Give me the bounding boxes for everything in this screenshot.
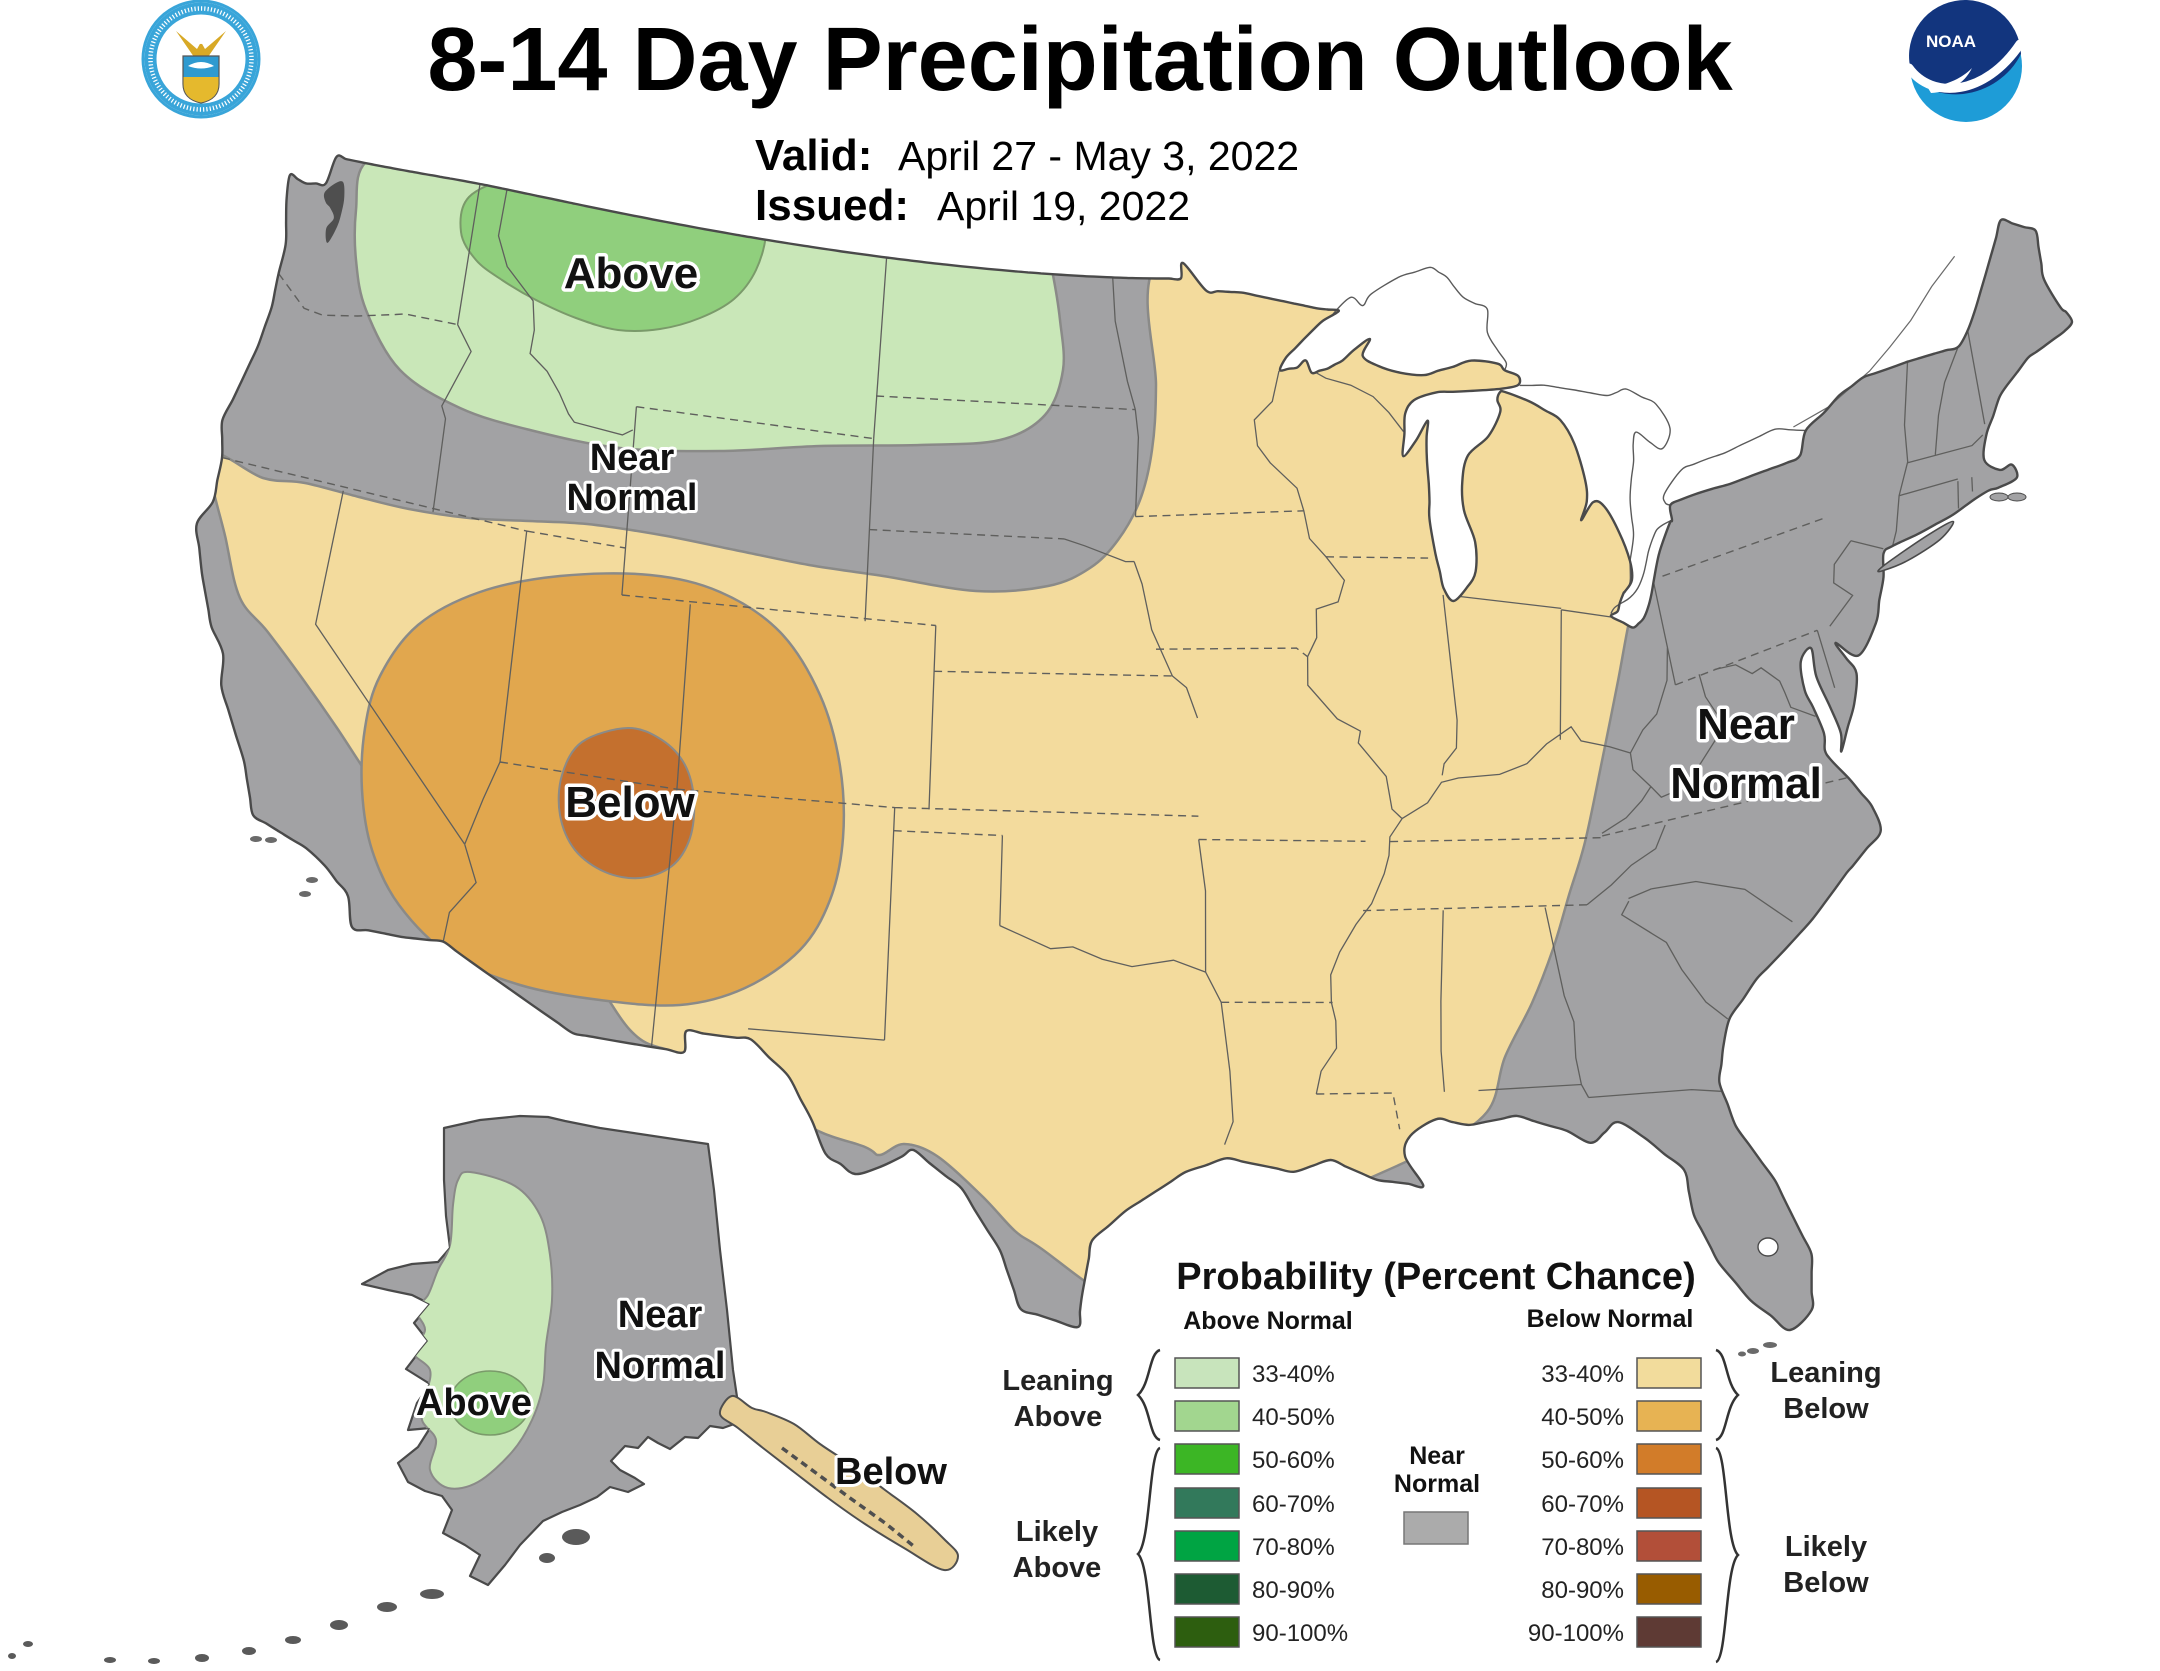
- svg-text:70-80%: 70-80%: [1252, 1534, 1335, 1561]
- svg-text:Below: Below: [835, 1451, 947, 1493]
- svg-text:Above: Above: [416, 1382, 532, 1424]
- svg-text:50-60%: 50-60%: [1252, 1447, 1335, 1474]
- svg-text:Below: Below: [1783, 1567, 1869, 1599]
- svg-text:April 27 - May 3, 2022: April 27 - May 3, 2022: [898, 133, 1299, 179]
- svg-text:90-100%: 90-100%: [1528, 1620, 1624, 1647]
- svg-text:Below: Below: [565, 778, 695, 827]
- svg-text:40-50%: 40-50%: [1252, 1404, 1335, 1431]
- svg-text:Above: Above: [564, 249, 698, 298]
- svg-text:80-90%: 80-90%: [1541, 1577, 1624, 1604]
- svg-text:60-70%: 60-70%: [1541, 1491, 1624, 1518]
- svg-text:33-40%: 33-40%: [1252, 1361, 1335, 1388]
- svg-text:Issued:: Issued:: [755, 181, 909, 230]
- svg-text:90-100%: 90-100%: [1252, 1620, 1348, 1647]
- svg-text:Valid:: Valid:: [755, 131, 872, 180]
- svg-text:NOAA: NOAA: [1926, 32, 1976, 51]
- svg-text:50-60%: 50-60%: [1541, 1447, 1624, 1474]
- svg-text:Above: Above: [1013, 1552, 1102, 1584]
- svg-text:Leaning: Leaning: [1002, 1365, 1113, 1397]
- svg-text:Normal: Normal: [1394, 1470, 1480, 1498]
- svg-text:Below: Below: [1783, 1393, 1869, 1425]
- svg-text:Above: Above: [1014, 1401, 1103, 1433]
- svg-text:Leaning: Leaning: [1770, 1357, 1881, 1389]
- svg-text:70-80%: 70-80%: [1541, 1534, 1624, 1561]
- svg-text:60-70%: 60-70%: [1252, 1491, 1335, 1518]
- svg-text:80-90%: 80-90%: [1252, 1577, 1335, 1604]
- svg-text:Probability (Percent Chance): Probability (Percent Chance): [1176, 1256, 1695, 1298]
- svg-text:Likely: Likely: [1016, 1516, 1098, 1548]
- svg-text:April 19, 2022: April 19, 2022: [937, 183, 1190, 229]
- svg-text:Near: Near: [1409, 1442, 1465, 1470]
- svg-text:33-40%: 33-40%: [1541, 1361, 1624, 1388]
- svg-text:Likely: Likely: [1785, 1531, 1867, 1563]
- svg-text:Above Normal: Above Normal: [1183, 1307, 1352, 1335]
- svg-text:Below Normal: Below Normal: [1527, 1305, 1694, 1333]
- svg-text:8-14 Day Precipitation Outlook: 8-14 Day Precipitation Outlook: [427, 10, 1733, 110]
- svg-text:40-50%: 40-50%: [1541, 1404, 1624, 1431]
